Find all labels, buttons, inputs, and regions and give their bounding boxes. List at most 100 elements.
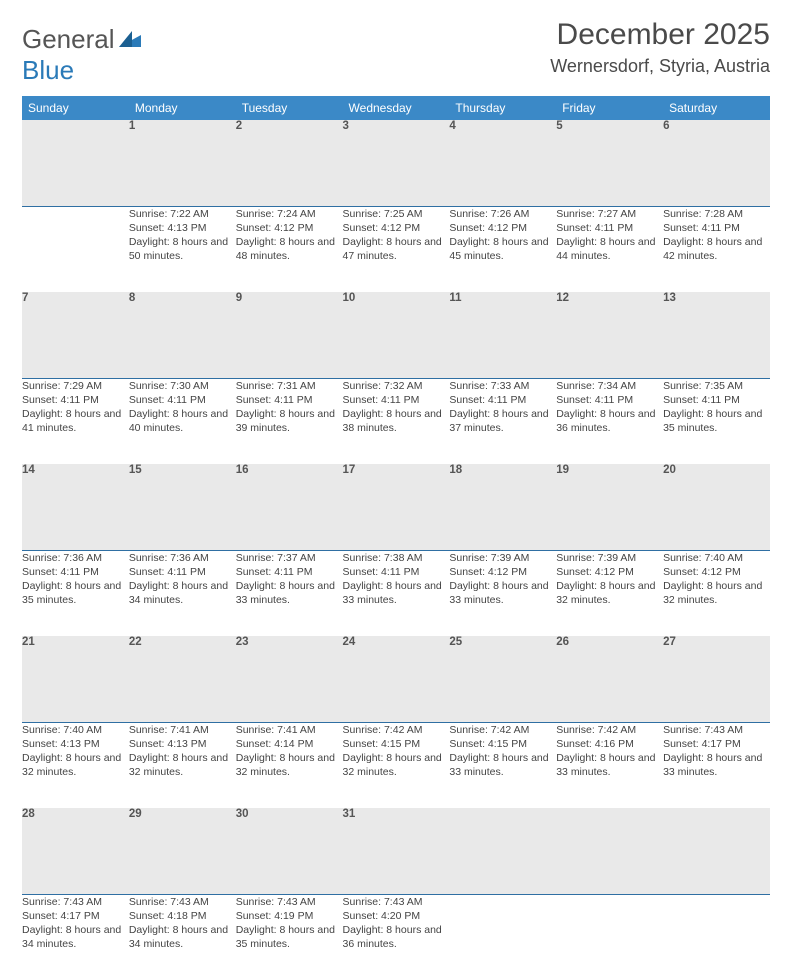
daylight-text: Daylight: 8 hours and 32 minutes. <box>343 751 450 779</box>
day-cell: Sunrise: 7:22 AMSunset: 4:13 PMDaylight:… <box>129 206 236 292</box>
day-info-row: Sunrise: 7:22 AMSunset: 4:13 PMDaylight:… <box>22 206 770 292</box>
sunrise-text: Sunrise: 7:42 AM <box>556 723 663 737</box>
sunset-text: Sunset: 4:11 PM <box>343 565 450 579</box>
sunrise-text: Sunrise: 7:41 AM <box>236 723 343 737</box>
day-number: 8 <box>129 292 236 378</box>
sunset-text: Sunset: 4:17 PM <box>22 909 129 923</box>
sunset-text: Sunset: 4:18 PM <box>129 909 236 923</box>
title-block: December 2025 Wernersdorf, Styria, Austr… <box>550 18 770 77</box>
sunset-text: Sunset: 4:13 PM <box>22 737 129 751</box>
day-cell: Sunrise: 7:43 AMSunset: 4:17 PMDaylight:… <box>663 722 770 808</box>
day-cell: Sunrise: 7:39 AMSunset: 4:12 PMDaylight:… <box>449 550 556 636</box>
day-cell: Sunrise: 7:41 AMSunset: 4:13 PMDaylight:… <box>129 722 236 808</box>
day-cell: Sunrise: 7:43 AMSunset: 4:17 PMDaylight:… <box>22 894 129 980</box>
weekday-header: Monday <box>129 96 236 120</box>
sunset-text: Sunset: 4:11 PM <box>343 393 450 407</box>
daylight-text: Daylight: 8 hours and 33 minutes. <box>449 751 556 779</box>
day-cell: Sunrise: 7:28 AMSunset: 4:11 PMDaylight:… <box>663 206 770 292</box>
weekday-header: Thursday <box>449 96 556 120</box>
day-cell: Sunrise: 7:40 AMSunset: 4:13 PMDaylight:… <box>22 722 129 808</box>
day-number <box>663 808 770 894</box>
sunset-text: Sunset: 4:12 PM <box>236 221 343 235</box>
day-info-row: Sunrise: 7:29 AMSunset: 4:11 PMDaylight:… <box>22 378 770 464</box>
sunrise-text: Sunrise: 7:34 AM <box>556 379 663 393</box>
day-cell <box>449 894 556 980</box>
sunrise-text: Sunrise: 7:43 AM <box>22 895 129 909</box>
daylight-text: Daylight: 8 hours and 35 minutes. <box>22 579 129 607</box>
day-number: 16 <box>236 464 343 550</box>
sunset-text: Sunset: 4:16 PM <box>556 737 663 751</box>
day-cell: Sunrise: 7:42 AMSunset: 4:15 PMDaylight:… <box>449 722 556 808</box>
daylight-text: Daylight: 8 hours and 44 minutes. <box>556 235 663 263</box>
sunset-text: Sunset: 4:11 PM <box>663 393 770 407</box>
sunset-text: Sunset: 4:11 PM <box>236 565 343 579</box>
logo: GeneralBlue <box>22 18 141 86</box>
sunset-text: Sunset: 4:14 PM <box>236 737 343 751</box>
sunset-text: Sunset: 4:20 PM <box>343 909 450 923</box>
daylight-text: Daylight: 8 hours and 33 minutes. <box>449 579 556 607</box>
sunrise-text: Sunrise: 7:30 AM <box>129 379 236 393</box>
sunset-text: Sunset: 4:15 PM <box>449 737 556 751</box>
day-info-row: Sunrise: 7:36 AMSunset: 4:11 PMDaylight:… <box>22 550 770 636</box>
daylight-text: Daylight: 8 hours and 48 minutes. <box>236 235 343 263</box>
day-number: 30 <box>236 808 343 894</box>
daylight-text: Daylight: 8 hours and 45 minutes. <box>449 235 556 263</box>
sunset-text: Sunset: 4:11 PM <box>129 393 236 407</box>
sunrise-text: Sunrise: 7:33 AM <box>449 379 556 393</box>
daylight-text: Daylight: 8 hours and 33 minutes. <box>236 579 343 607</box>
weekday-header: Friday <box>556 96 663 120</box>
sunrise-text: Sunrise: 7:28 AM <box>663 207 770 221</box>
sunset-text: Sunset: 4:11 PM <box>22 393 129 407</box>
day-number-row: 14151617181920 <box>22 464 770 550</box>
day-cell: Sunrise: 7:35 AMSunset: 4:11 PMDaylight:… <box>663 378 770 464</box>
day-cell: Sunrise: 7:32 AMSunset: 4:11 PMDaylight:… <box>343 378 450 464</box>
sunrise-text: Sunrise: 7:31 AM <box>236 379 343 393</box>
day-number: 24 <box>343 636 450 722</box>
day-number-row: 123456 <box>22 120 770 206</box>
daylight-text: Daylight: 8 hours and 34 minutes. <box>22 923 129 951</box>
day-cell: Sunrise: 7:34 AMSunset: 4:11 PMDaylight:… <box>556 378 663 464</box>
sunrise-text: Sunrise: 7:43 AM <box>663 723 770 737</box>
sunrise-text: Sunrise: 7:24 AM <box>236 207 343 221</box>
day-number: 18 <box>449 464 556 550</box>
sunset-text: Sunset: 4:12 PM <box>449 565 556 579</box>
day-number: 10 <box>343 292 450 378</box>
day-number: 19 <box>556 464 663 550</box>
day-number: 15 <box>129 464 236 550</box>
day-number: 12 <box>556 292 663 378</box>
sunset-text: Sunset: 4:11 PM <box>236 393 343 407</box>
sunset-text: Sunset: 4:11 PM <box>556 393 663 407</box>
day-number: 25 <box>449 636 556 722</box>
sunrise-text: Sunrise: 7:43 AM <box>343 895 450 909</box>
day-cell: Sunrise: 7:42 AMSunset: 4:16 PMDaylight:… <box>556 722 663 808</box>
daylight-text: Daylight: 8 hours and 33 minutes. <box>556 751 663 779</box>
day-number <box>556 808 663 894</box>
day-number: 9 <box>236 292 343 378</box>
sunrise-text: Sunrise: 7:36 AM <box>22 551 129 565</box>
sunrise-text: Sunrise: 7:43 AM <box>236 895 343 909</box>
sunset-text: Sunset: 4:12 PM <box>343 221 450 235</box>
day-cell <box>22 206 129 292</box>
weekday-header: Tuesday <box>236 96 343 120</box>
daylight-text: Daylight: 8 hours and 40 minutes. <box>129 407 236 435</box>
sunrise-text: Sunrise: 7:40 AM <box>22 723 129 737</box>
day-info-row: Sunrise: 7:40 AMSunset: 4:13 PMDaylight:… <box>22 722 770 808</box>
sunrise-text: Sunrise: 7:38 AM <box>343 551 450 565</box>
sunset-text: Sunset: 4:12 PM <box>556 565 663 579</box>
sunset-text: Sunset: 4:19 PM <box>236 909 343 923</box>
logo-text-a: General <box>22 24 115 54</box>
weekday-header-row: SundayMondayTuesdayWednesdayThursdayFrid… <box>22 96 770 120</box>
day-number: 11 <box>449 292 556 378</box>
day-cell: Sunrise: 7:29 AMSunset: 4:11 PMDaylight:… <box>22 378 129 464</box>
daylight-text: Daylight: 8 hours and 35 minutes. <box>236 923 343 951</box>
weekday-header: Saturday <box>663 96 770 120</box>
sunrise-text: Sunrise: 7:22 AM <box>129 207 236 221</box>
daylight-text: Daylight: 8 hours and 36 minutes. <box>343 923 450 951</box>
day-cell: Sunrise: 7:39 AMSunset: 4:12 PMDaylight:… <box>556 550 663 636</box>
sunset-text: Sunset: 4:15 PM <box>343 737 450 751</box>
daylight-text: Daylight: 8 hours and 33 minutes. <box>663 751 770 779</box>
daylight-text: Daylight: 8 hours and 35 minutes. <box>663 407 770 435</box>
daylight-text: Daylight: 8 hours and 32 minutes. <box>22 751 129 779</box>
sunrise-text: Sunrise: 7:39 AM <box>449 551 556 565</box>
location: Wernersdorf, Styria, Austria <box>550 56 770 77</box>
